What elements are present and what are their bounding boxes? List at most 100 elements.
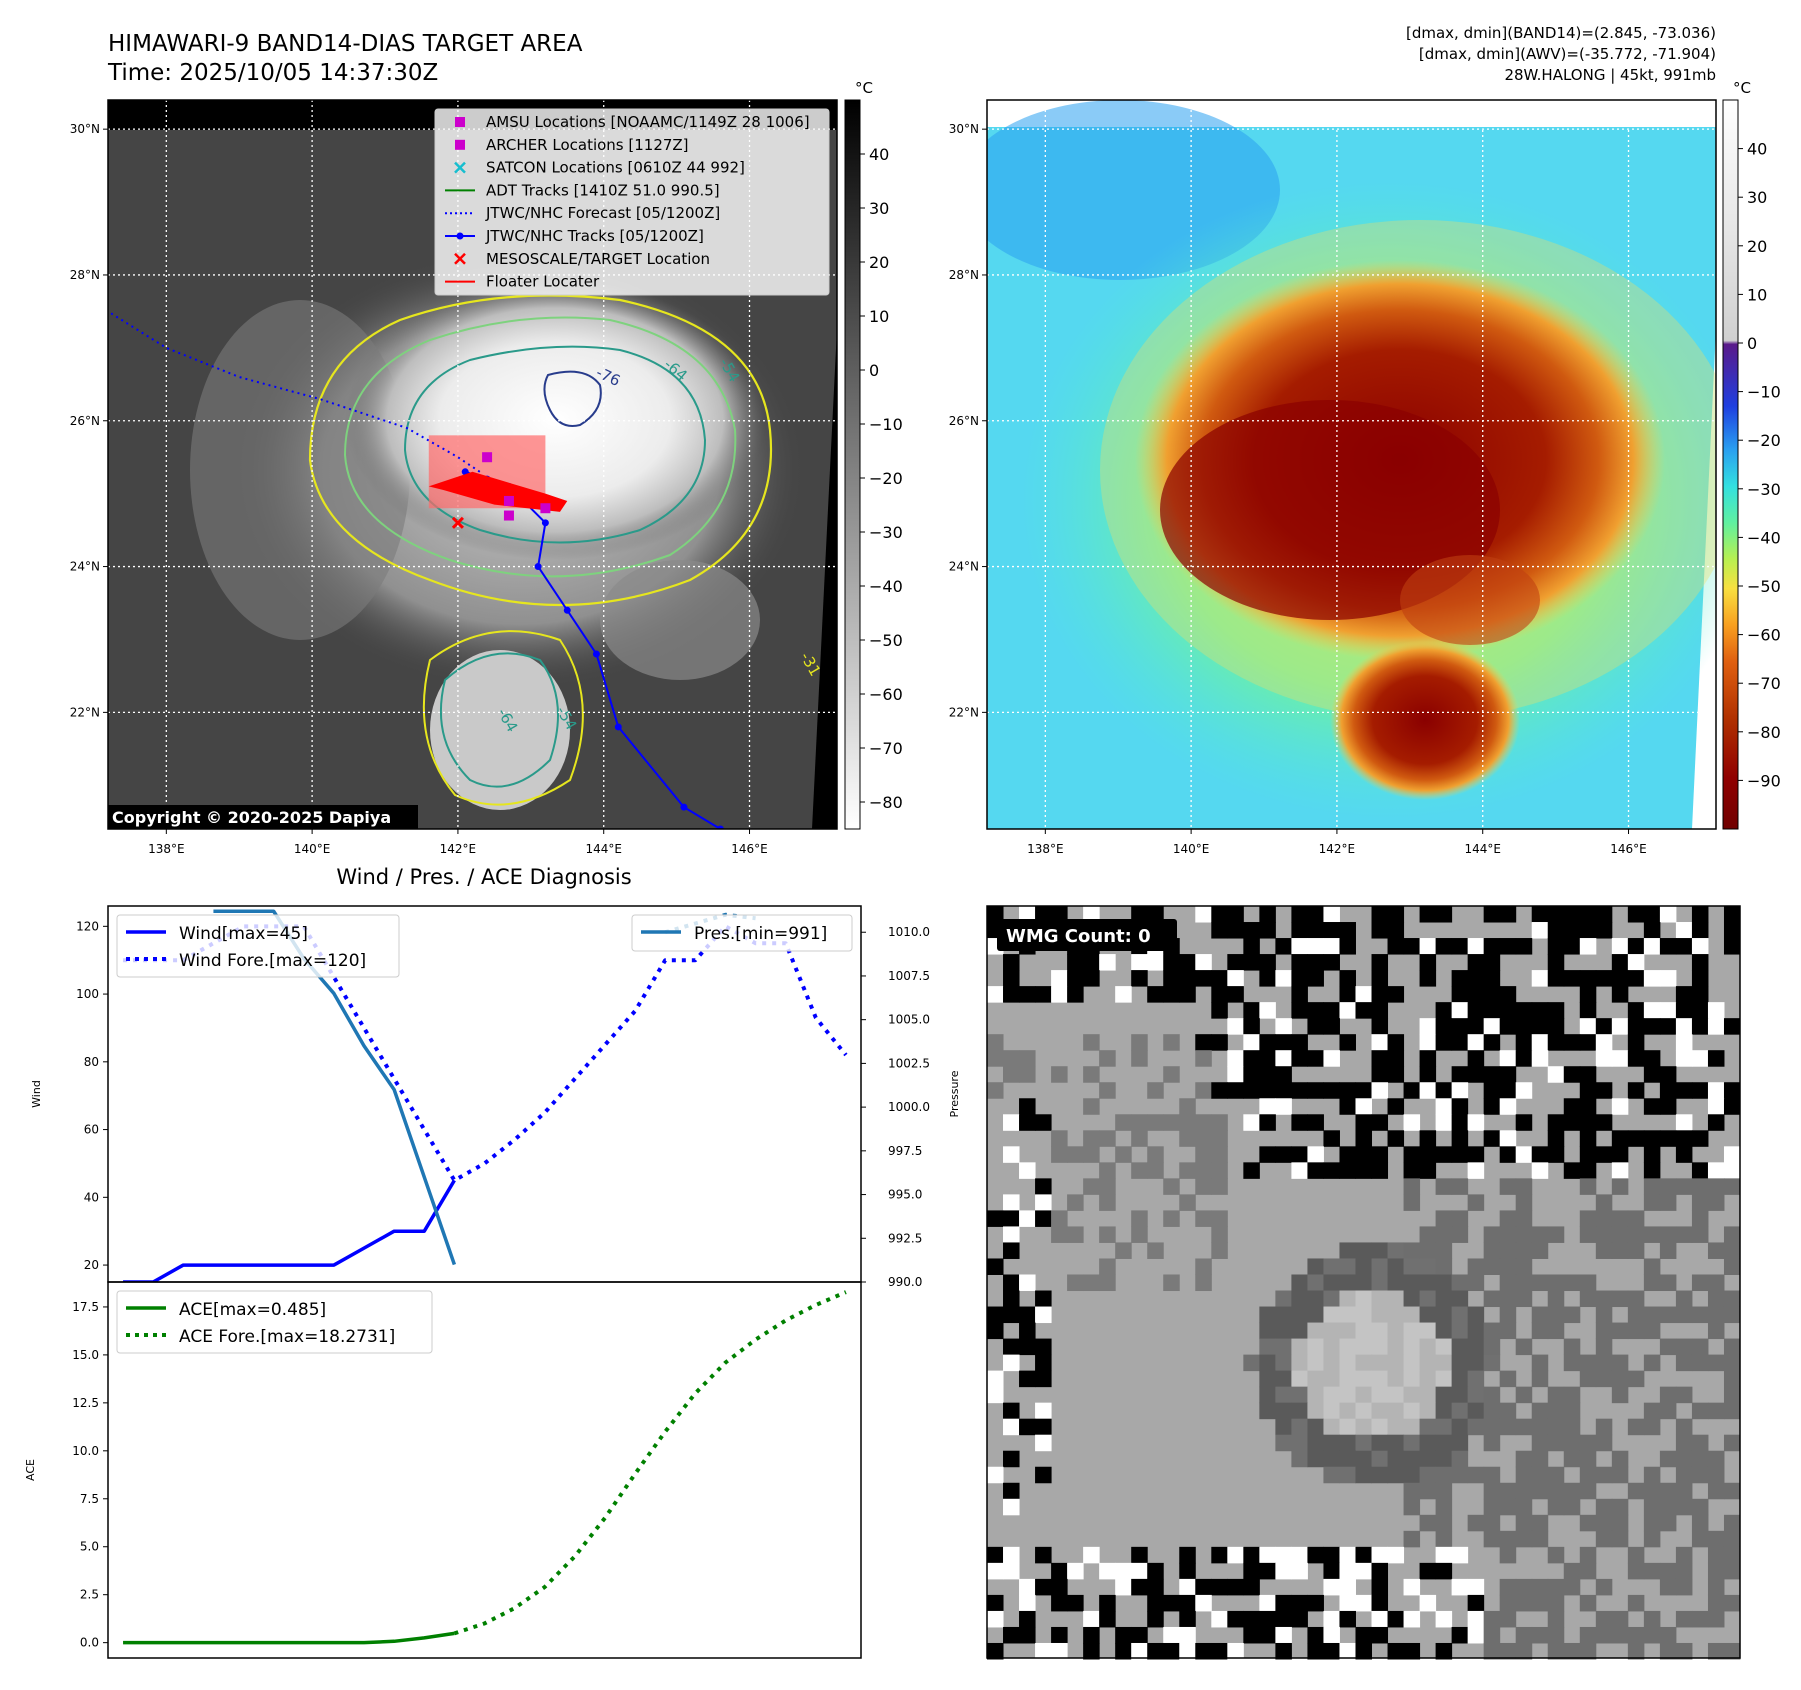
wmg-cell bbox=[1131, 1226, 1148, 1243]
awv-map-panel: 138°E 140°E 142°E 144°E 146°E 22°N 24°N 26°N 28°… bbox=[949, 79, 1781, 856]
wmg-cell bbox=[1323, 1610, 1340, 1628]
wmg-cell bbox=[1243, 1562, 1260, 1580]
wmg-cell bbox=[1451, 1226, 1469, 1243]
wmg-cell bbox=[1595, 1210, 1613, 1227]
wmg-cell bbox=[1355, 1626, 1373, 1644]
wmg-cell bbox=[1099, 1226, 1116, 1243]
wmg-cell bbox=[1179, 1578, 1196, 1596]
wmg-cell bbox=[1579, 1066, 1597, 1083]
wmg-cell bbox=[1547, 1610, 1565, 1628]
wmg-cell bbox=[1435, 1034, 1453, 1051]
wmg-cell bbox=[1483, 1354, 1501, 1372]
wmg-cell bbox=[1547, 1642, 1565, 1660]
wmg-cell bbox=[1163, 1626, 1180, 1644]
wmg-cell bbox=[1563, 1450, 1581, 1468]
wmg-cell bbox=[1483, 1066, 1501, 1083]
wmg-cell bbox=[1195, 1114, 1212, 1131]
wmg-cell bbox=[1419, 1594, 1437, 1612]
wmg-cell bbox=[1275, 1066, 1292, 1083]
wmg-cell bbox=[1435, 1290, 1453, 1308]
wmg-cell bbox=[1547, 922, 1565, 939]
wmg-cell bbox=[1499, 1066, 1517, 1083]
map-tick-label-lon: 140°E bbox=[1173, 842, 1210, 856]
wmg-cell bbox=[1259, 1402, 1276, 1420]
wmg-cell bbox=[1579, 1130, 1597, 1147]
wmg-cell bbox=[1147, 906, 1164, 923]
wmg-cell bbox=[1579, 1226, 1597, 1243]
wmg-cell bbox=[1691, 1466, 1709, 1484]
wmg-cell bbox=[1451, 1146, 1469, 1163]
wmg-cell bbox=[1611, 1162, 1629, 1179]
wmg-cell bbox=[1307, 1018, 1324, 1035]
wmg-cell bbox=[1147, 1242, 1164, 1259]
wmg-cell bbox=[1403, 1178, 1421, 1195]
wmg-cell bbox=[1563, 906, 1581, 923]
wmg-cell bbox=[1419, 1082, 1437, 1099]
wmg-cell bbox=[1515, 1498, 1533, 1516]
wmg-cell bbox=[1611, 1098, 1629, 1115]
wmg-cell bbox=[1291, 1434, 1308, 1452]
wmg-cell bbox=[1179, 1610, 1196, 1628]
wmg-cell bbox=[1595, 1322, 1613, 1340]
wmg-cell bbox=[1387, 1050, 1405, 1067]
wmg-cell bbox=[1419, 1306, 1437, 1324]
colorbar-tick-label: 10 bbox=[869, 307, 889, 326]
wmg-cell bbox=[1451, 986, 1469, 1003]
wmg-cell bbox=[1195, 1594, 1212, 1612]
wmg-cell bbox=[1179, 986, 1196, 1003]
wmg-cell bbox=[1307, 1114, 1324, 1131]
wmg-cell bbox=[1515, 1626, 1533, 1644]
wmg-cell bbox=[1019, 1418, 1036, 1436]
wmg-cell bbox=[1467, 1274, 1485, 1292]
wmg-cell bbox=[1435, 1434, 1453, 1452]
wmg-cell bbox=[1451, 1082, 1469, 1099]
wmg-cell bbox=[1547, 1466, 1565, 1484]
wmg-cell bbox=[1563, 1578, 1581, 1596]
wmg-cell bbox=[1691, 986, 1709, 1003]
wmg-cell bbox=[1227, 906, 1244, 923]
wmg-cell bbox=[1435, 1082, 1453, 1099]
wmg-cell bbox=[1611, 1242, 1629, 1259]
map-tick-label-lat: 24°N bbox=[70, 560, 100, 574]
wmg-cell bbox=[1371, 1146, 1389, 1163]
wmg-cell bbox=[1339, 1082, 1356, 1099]
wmg-cell bbox=[1627, 1082, 1645, 1099]
wmg-cell bbox=[1547, 1306, 1565, 1324]
wmg-cell bbox=[1611, 1322, 1629, 1340]
wmg-cell bbox=[987, 1306, 1004, 1324]
wmg-cell bbox=[1131, 1162, 1148, 1179]
wmg-cell bbox=[1003, 1338, 1020, 1356]
wmg-cell bbox=[1595, 1194, 1613, 1211]
wmg-cell bbox=[1435, 1562, 1453, 1580]
wmg-cell bbox=[1515, 1194, 1533, 1211]
wmg-cell bbox=[1067, 1194, 1084, 1211]
wmg-cell bbox=[1227, 986, 1244, 1003]
wmg-cell bbox=[1659, 906, 1677, 923]
wmg-cell bbox=[1243, 1626, 1260, 1644]
pres-legend-box bbox=[631, 914, 853, 952]
wmg-cell bbox=[1707, 1546, 1725, 1564]
wmg-cell bbox=[1547, 1002, 1565, 1019]
wmg-cell bbox=[1371, 1290, 1389, 1308]
colorbar-tick-label: 20 bbox=[869, 253, 889, 272]
wmg-cell bbox=[1099, 1258, 1116, 1275]
wmg-cell bbox=[1035, 1194, 1052, 1211]
wmg-cell bbox=[1579, 1114, 1597, 1131]
wind-tick-label: 40 bbox=[84, 1190, 99, 1204]
wmg-cell bbox=[1467, 1402, 1485, 1420]
wmg-cell bbox=[1259, 1002, 1276, 1019]
wmg-cell bbox=[1355, 1002, 1373, 1019]
wmg-cell bbox=[1211, 1082, 1228, 1099]
wmg-cell bbox=[1563, 1338, 1581, 1356]
ace-legend: ACE[max=0.485] ACE Fore.[max=18.2731] bbox=[116, 1290, 433, 1354]
wmg-cell bbox=[1323, 1386, 1340, 1404]
wmg-cell bbox=[1483, 1258, 1501, 1275]
wmg-cell bbox=[1099, 1194, 1116, 1211]
wmg-cell bbox=[1723, 1082, 1741, 1099]
wmg-cell bbox=[1595, 1050, 1613, 1067]
wmg-cell bbox=[1435, 1370, 1453, 1388]
wmg-cell bbox=[1723, 1370, 1741, 1388]
wmg-cell bbox=[1259, 1114, 1276, 1131]
wmg-cell bbox=[1675, 1002, 1693, 1019]
wmg-cell bbox=[1483, 1466, 1501, 1484]
